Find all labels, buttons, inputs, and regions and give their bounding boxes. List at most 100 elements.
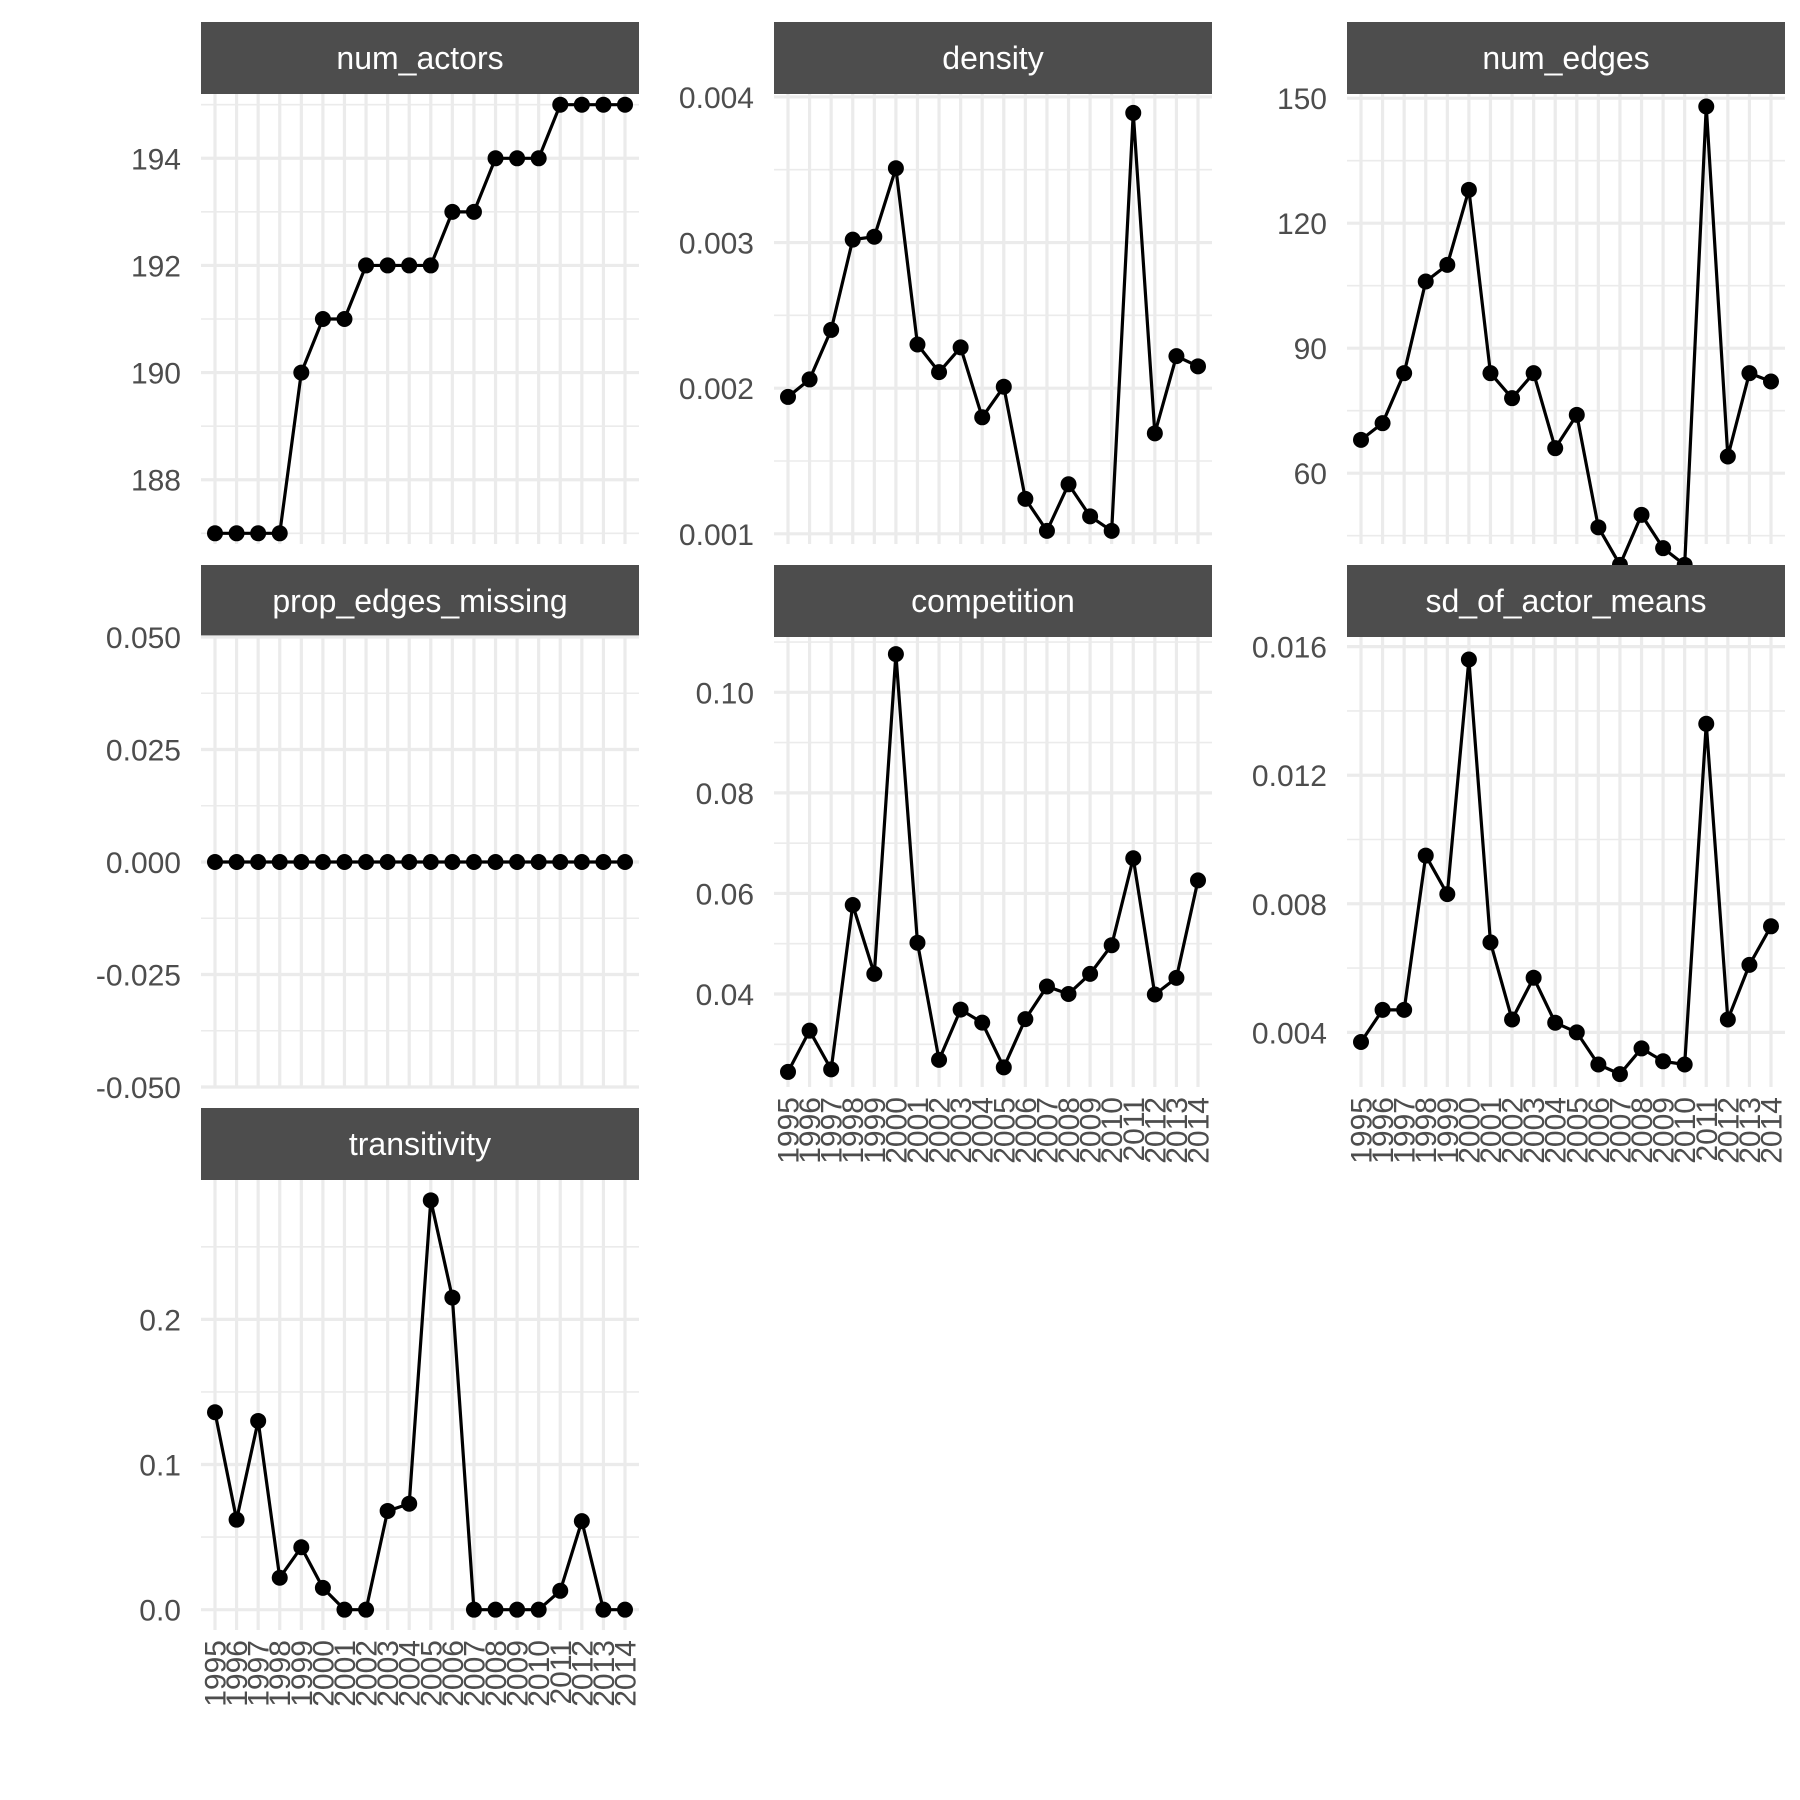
x-tick-label: 1997 <box>1389 1097 1422 1164</box>
data-point <box>1017 1011 1034 1028</box>
x-tick-label: 2003 <box>372 1640 405 1707</box>
data-point <box>1482 365 1499 382</box>
data-point <box>1590 1056 1607 1073</box>
data-point <box>228 1511 245 1528</box>
data-point <box>1103 937 1120 954</box>
data-point <box>1439 256 1456 273</box>
x-tick-label: 2011 <box>545 1640 578 1705</box>
y-tick-label: 0.050 <box>106 622 181 655</box>
y-tick-label: -0.050 <box>96 1072 181 1105</box>
data-point <box>1763 918 1779 935</box>
panel-sd-of-actor-means: sd_of_actor_means 0.004 0.008 0.012 0.016 199… <box>1252 565 1789 1164</box>
data-point <box>1504 390 1521 407</box>
data-point <box>823 1061 840 1078</box>
data-point <box>422 854 439 870</box>
data-point <box>887 646 904 663</box>
x-tick-label: 1998 <box>837 1097 870 1164</box>
x-tick-label: 1996 <box>1367 1097 1400 1164</box>
panel-strip <box>201 565 639 637</box>
x-tick-label: 2008 <box>1626 1097 1659 1164</box>
x-tick-label: 2013 <box>1161 1097 1194 1164</box>
data-point <box>444 1289 461 1306</box>
data-point <box>1763 373 1779 390</box>
data-point <box>336 1601 353 1618</box>
data-point <box>444 203 461 220</box>
y-tick-label: 0.0 <box>139 1595 181 1628</box>
data-point <box>401 257 418 274</box>
x-tick-label: 2009 <box>502 1640 535 1707</box>
data-point <box>250 854 267 870</box>
data-point <box>314 854 331 870</box>
data-point <box>1190 358 1206 375</box>
data-point <box>487 854 504 870</box>
x-tick-label: 1999 <box>1432 1097 1465 1164</box>
data-point <box>1719 448 1736 465</box>
data-point <box>1698 98 1715 115</box>
x-tick-label: 2005 <box>1561 1097 1594 1164</box>
data-point <box>1633 506 1650 523</box>
data-point <box>1146 986 1163 1003</box>
data-point <box>358 257 375 274</box>
data-point <box>801 1022 818 1039</box>
x-tick-label: 2011 <box>1691 1097 1724 1162</box>
data-point <box>573 854 590 870</box>
data-point <box>1038 978 1055 995</box>
y-tick-label: 194 <box>131 143 181 176</box>
data-point <box>1038 522 1055 539</box>
data-point <box>780 1063 796 1080</box>
x-tick-label: 2004 <box>394 1640 427 1707</box>
x-tick-label: 2005 <box>988 1097 1021 1164</box>
data-point <box>1698 715 1715 732</box>
x-tick-label: 2010 <box>523 1640 556 1707</box>
data-point <box>422 257 439 274</box>
y-tick-label: 0.004 <box>1252 1017 1327 1050</box>
x-tick-label: 1998 <box>264 1640 297 1707</box>
data-point <box>1547 440 1564 457</box>
data-point <box>595 96 612 113</box>
data-point <box>866 228 883 245</box>
data-point <box>1417 273 1434 290</box>
panel-strip <box>774 22 1212 94</box>
data-point <box>379 854 396 870</box>
data-point <box>552 854 569 870</box>
x-tick-label: 2008 <box>480 1640 513 1707</box>
data-point <box>780 388 796 405</box>
data-point <box>401 1495 418 1512</box>
data-point <box>1655 1053 1672 1070</box>
data-point <box>1719 1011 1736 1028</box>
panel-strip <box>1347 565 1785 637</box>
data-point <box>1676 1056 1693 1073</box>
data-point <box>844 231 861 248</box>
x-tick-label: 1997 <box>243 1640 276 1707</box>
x-tick-label: 2014 <box>1756 1097 1789 1164</box>
data-point <box>487 1601 504 1618</box>
x-tick-label: 2007 <box>1031 1097 1064 1164</box>
x-tick-label: 2006 <box>437 1640 470 1707</box>
x-tick-label: 1997 <box>816 1097 849 1164</box>
data-point <box>509 150 526 167</box>
x-tick-label: 2001 <box>329 1640 362 1707</box>
y-tick-label: 0.10 <box>696 677 754 710</box>
panel-strip <box>1347 22 1785 94</box>
data-point <box>530 1601 547 1618</box>
data-point <box>465 854 482 870</box>
data-point <box>444 854 461 870</box>
x-tick-label: 2006 <box>1583 1097 1616 1164</box>
y-tick-label: 0.012 <box>1252 760 1327 793</box>
data-point <box>931 364 948 381</box>
data-point <box>379 1502 396 1519</box>
data-point <box>1590 519 1607 536</box>
data-point <box>487 150 504 167</box>
data-point <box>1146 425 1163 442</box>
panel-num-actors: num_actors 188 190 192 194 <box>131 22 639 544</box>
x-tick-label: 1996 <box>221 1640 254 1707</box>
x-tick-label: 2003 <box>945 1097 978 1164</box>
data-point <box>974 1014 991 1031</box>
x-tick-label: 2014 <box>610 1640 643 1707</box>
data-point <box>1417 847 1434 864</box>
data-point <box>1396 1001 1413 1018</box>
panel-title: density <box>942 40 1043 76</box>
data-point <box>952 1001 969 1018</box>
data-point <box>271 854 288 870</box>
